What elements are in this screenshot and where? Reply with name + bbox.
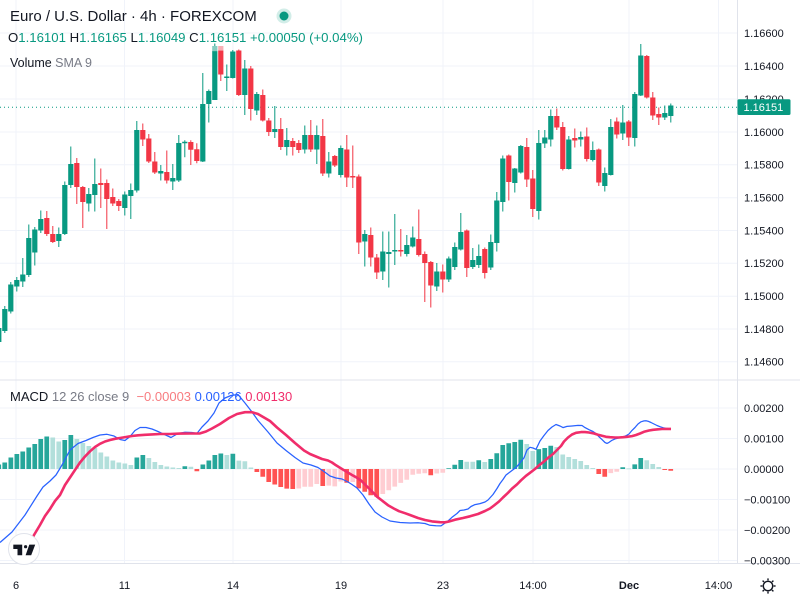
svg-text:1.15800: 1.15800 (744, 160, 784, 172)
svg-text:0.00100: 0.00100 (744, 433, 784, 445)
svg-text:14:00: 14:00 (519, 580, 547, 592)
svg-text:1.15400: 1.15400 (744, 225, 784, 237)
svg-text:14:00: 14:00 (705, 580, 733, 592)
svg-text:Euro / U.S. Dollar · 4h · FORE: Euro / U.S. Dollar · 4h · FOREXCOM (10, 8, 257, 25)
svg-text:−0.00100: −0.00100 (744, 494, 790, 506)
svg-text:0.00000: 0.00000 (744, 464, 784, 476)
svg-text:11: 11 (119, 580, 130, 592)
svg-text:19: 19 (335, 580, 347, 592)
svg-text:1.16000: 1.16000 (744, 127, 784, 139)
svg-text:−0.00300: −0.00300 (744, 555, 790, 567)
svg-text:1.15600: 1.15600 (744, 193, 784, 205)
svg-text:23: 23 (437, 580, 449, 592)
svg-text:1.15200: 1.15200 (744, 258, 784, 270)
svg-text:0.00200: 0.00200 (744, 403, 784, 415)
svg-text:1.14600: 1.14600 (744, 357, 784, 369)
svg-text:Dec: Dec (619, 580, 639, 592)
svg-text:−0.00200: −0.00200 (744, 525, 790, 537)
svg-text:1.16400: 1.16400 (744, 61, 784, 73)
svg-text:Volume SMA 9: Volume SMA 9 (10, 56, 92, 70)
svg-text:1.16600: 1.16600 (744, 28, 784, 40)
svg-text:14: 14 (227, 580, 239, 592)
svg-text:O1.16101 H1.16165 L1.16049 C1.: O1.16101 H1.16165 L1.16049 C1.16151 +0.0… (8, 30, 363, 45)
svg-text:1.14800: 1.14800 (744, 324, 784, 336)
svg-text:1.16151: 1.16151 (744, 102, 784, 114)
svg-text:MACD 12 26 close 9 −0.00003 0: MACD 12 26 close 9 −0.00003 0.00126 0.00… (10, 389, 292, 404)
svg-text:6: 6 (13, 580, 19, 592)
svg-text:1.15000: 1.15000 (744, 291, 784, 303)
